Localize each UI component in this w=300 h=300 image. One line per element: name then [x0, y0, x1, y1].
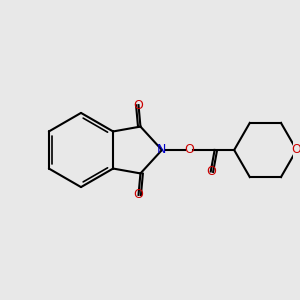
Text: O: O	[134, 99, 143, 112]
Text: N: N	[157, 143, 167, 157]
Text: O: O	[292, 143, 300, 157]
Text: O: O	[134, 188, 143, 201]
Text: O: O	[184, 143, 194, 157]
Text: O: O	[206, 165, 216, 178]
